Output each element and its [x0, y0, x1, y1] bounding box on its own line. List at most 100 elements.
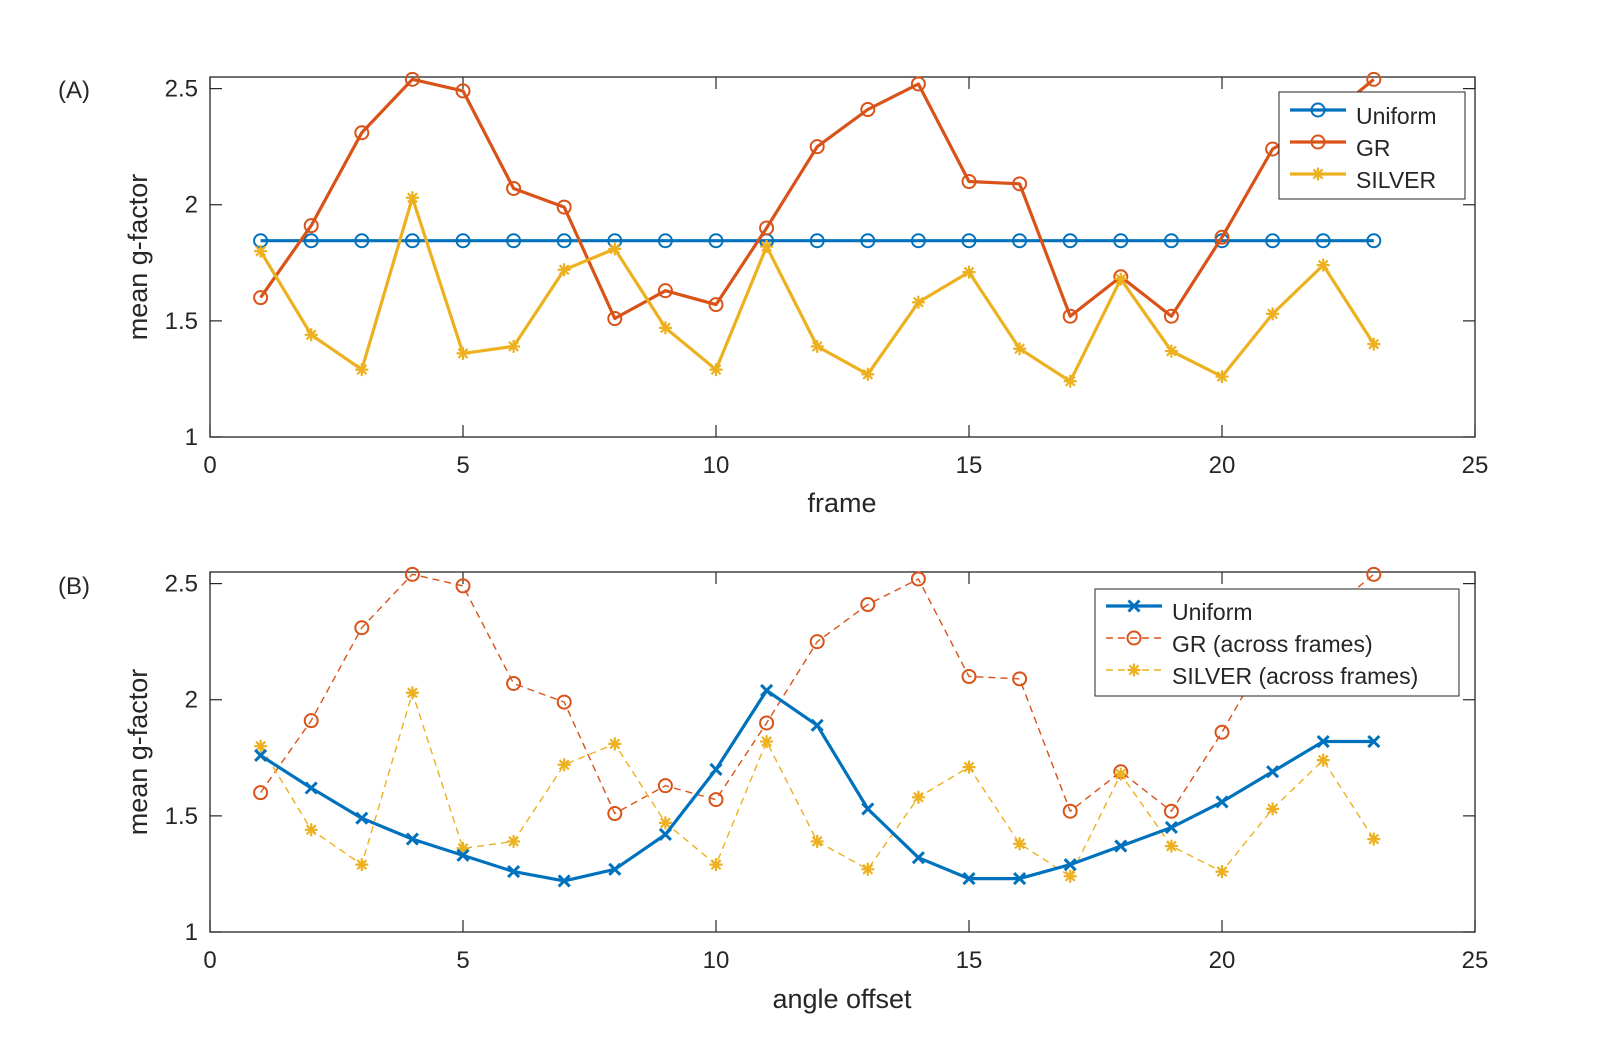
- panel-b-series-uniform-point-shape: [1013, 872, 1027, 886]
- panel-a-series-uniform-point-shape: [1113, 233, 1129, 249]
- panel-a-xtick-label: 15: [956, 452, 983, 479]
- panel-b-series-uniform-point: [962, 872, 976, 886]
- panel-a-legend-uniform: Uniform: [1356, 103, 1437, 129]
- panel-b-series-silver-point: [709, 858, 723, 872]
- panel-a-xlabel: frame: [807, 488, 876, 518]
- panel-b-series-uniform-point: [1367, 734, 1381, 749]
- panel-a-series-gr-point-shape: [303, 218, 319, 234]
- panel-a-series-silver-point: [608, 242, 622, 256]
- panel-b-series-gr-point: [404, 566, 420, 582]
- panel-b-series-gr-point: [657, 778, 673, 794]
- panel-b-series-uniform-point: [658, 827, 672, 842]
- panel-a-series-silver-point: [962, 265, 976, 279]
- panel-a-series-uniform-point: [354, 233, 370, 249]
- panel-a-series-gr-point-shape: [404, 71, 420, 87]
- panel-b-series-silver-point: [1164, 839, 1178, 853]
- panel-b-series-silver-point: [911, 790, 925, 804]
- panel-a-legend-marker-gr: [1310, 134, 1326, 150]
- panel-a-series-gr-point: [759, 220, 775, 236]
- panel-a-series-gr-point-shape: [809, 139, 825, 155]
- panel-a-series-gr-point-shape: [860, 102, 876, 118]
- panel-b-series-uniform-point-shape: [1114, 839, 1128, 853]
- panel-a-series-uniform-point: [961, 233, 977, 249]
- panel-a-series-gr-point-shape: [1062, 308, 1078, 324]
- panel-b-series-uniform-point: [405, 832, 419, 846]
- panel-b-series-silver-point-shape: [405, 686, 419, 700]
- panel-a-series-gr-point: [1012, 176, 1028, 192]
- panel-b-series-uniform-point-shape: [456, 848, 470, 862]
- panel-a-series-silver-point: [1114, 272, 1128, 286]
- panel-b-series-uniform-point-shape: [911, 851, 925, 865]
- panel-a-series-silver-point-shape: [861, 367, 875, 381]
- panel-a-series-uniform-point-shape: [556, 233, 572, 249]
- panel-a-series-gr-point-shape: [556, 199, 572, 215]
- panel-b-series-silver-point: [760, 735, 774, 749]
- panel-b-series-gr-point: [708, 792, 724, 808]
- panel-b-series-silver-point-shape: [1063, 869, 1077, 883]
- panel-b-series-uniform-point-shape: [405, 832, 419, 846]
- panel-b-series-uniform-point: [760, 683, 774, 698]
- panel-a-series-silver-point: [911, 295, 925, 309]
- panel-b-series-gr-point: [1214, 724, 1230, 740]
- panel-b-series-gr-point: [759, 715, 775, 731]
- panel-a-series-uniform-point-shape: [1163, 233, 1179, 249]
- panel-b-series-uniform-point: [810, 718, 824, 732]
- panel-a-series-uniform-point: [1366, 233, 1382, 249]
- panel-a-series-gr-point: [961, 174, 977, 190]
- panel-a-series-silver-point-shape: [608, 242, 622, 256]
- panel-a-series-gr-point: [354, 125, 370, 141]
- panel-a-series-silver-point-shape: [962, 265, 976, 279]
- panel-a-series-uniform-point-shape: [708, 233, 724, 249]
- panel-a-series-silver-point: [557, 263, 571, 277]
- panel-b-series-silver-point: [658, 816, 672, 830]
- panel-b-series-silver-point: [557, 758, 571, 772]
- panel-b-series-uniform-point: [254, 748, 268, 763]
- panel-b-series-gr-point: [910, 571, 926, 587]
- panel-a-series-gr-point: [506, 180, 522, 196]
- panel-a-series-uniform-point: [809, 233, 825, 249]
- panel-a-series-silver-point-shape: [709, 363, 723, 377]
- panel-a-series-uniform-point-shape: [1062, 233, 1078, 249]
- panel-b-xtick-label: 5: [456, 947, 469, 974]
- panel-b-ticks: 0 5 10 15 20 25 1 1.5 2 2.5: [165, 571, 1489, 974]
- panel-a-legend-marker-silver: [1311, 167, 1325, 181]
- panel-a-series-uniform-point: [556, 233, 572, 249]
- panel-b-legend-items: [1106, 599, 1162, 677]
- panel-a-series-silver-point: [1215, 370, 1229, 384]
- panel-b-series-gr-point-shape: [253, 785, 269, 801]
- panel-b-ytick-label: 2.5: [165, 571, 198, 598]
- panel-b-series-silver-point: [962, 760, 976, 774]
- panel-b-series-silver-point-shape: [557, 758, 571, 772]
- panel-a-legend-marker-uniform-shape: [1310, 102, 1326, 118]
- panel-b-series-gr-point: [1366, 566, 1382, 582]
- panel-b-series-silver-point: [1063, 869, 1077, 883]
- panel-a-series-gr-point: [1062, 308, 1078, 324]
- panel-a-series-gr-point-shape: [910, 76, 926, 92]
- panel-b-xtick-label: 10: [703, 947, 730, 974]
- panel-a-label: (A): [58, 77, 90, 104]
- panel-a-series-silver-point-shape: [1367, 337, 1381, 351]
- panel-a-series-gr-point: [1163, 308, 1179, 324]
- panel-a-series-uniform-point-shape: [354, 233, 370, 249]
- panel-b-ytick-label: 1.5: [165, 803, 198, 830]
- panel-b-legend-gr: GR (across frames): [1172, 631, 1373, 657]
- panel-b-series-silver-point-shape: [1316, 753, 1330, 767]
- panel-a-ticks: 0 5 10 15 20 25 1 1.5 2 2.5: [165, 76, 1489, 479]
- panel-b-ylabel: mean g-factor: [123, 669, 153, 836]
- panel-b-series-gr-point: [1012, 671, 1028, 687]
- panel-a-series-gr-point-shape: [759, 220, 775, 236]
- panel-b-series-silver-point: [304, 823, 318, 837]
- panel-a-xtick-label: 5: [456, 452, 469, 479]
- panel-b-series-gr-point: [506, 675, 522, 691]
- panel-a-legend-marker-silver-shape: [1311, 167, 1325, 181]
- panel-a-series-silver-point-shape: [557, 263, 571, 277]
- panel-a-legend-items: [1290, 102, 1346, 181]
- panel-b-series-uniform-point: [456, 848, 470, 862]
- panel-a-series-uniform-point-shape: [860, 233, 876, 249]
- panel-a-series-gr-point: [1366, 71, 1382, 87]
- panel-a-ylabel: mean g-factor: [123, 174, 153, 341]
- panel-a-series-silver-point-shape: [658, 321, 672, 335]
- panel-b-series-gr-point-shape: [657, 778, 673, 794]
- panel-b-series-gr-point: [1062, 803, 1078, 819]
- panel-a-ytick-label: 1: [185, 424, 198, 451]
